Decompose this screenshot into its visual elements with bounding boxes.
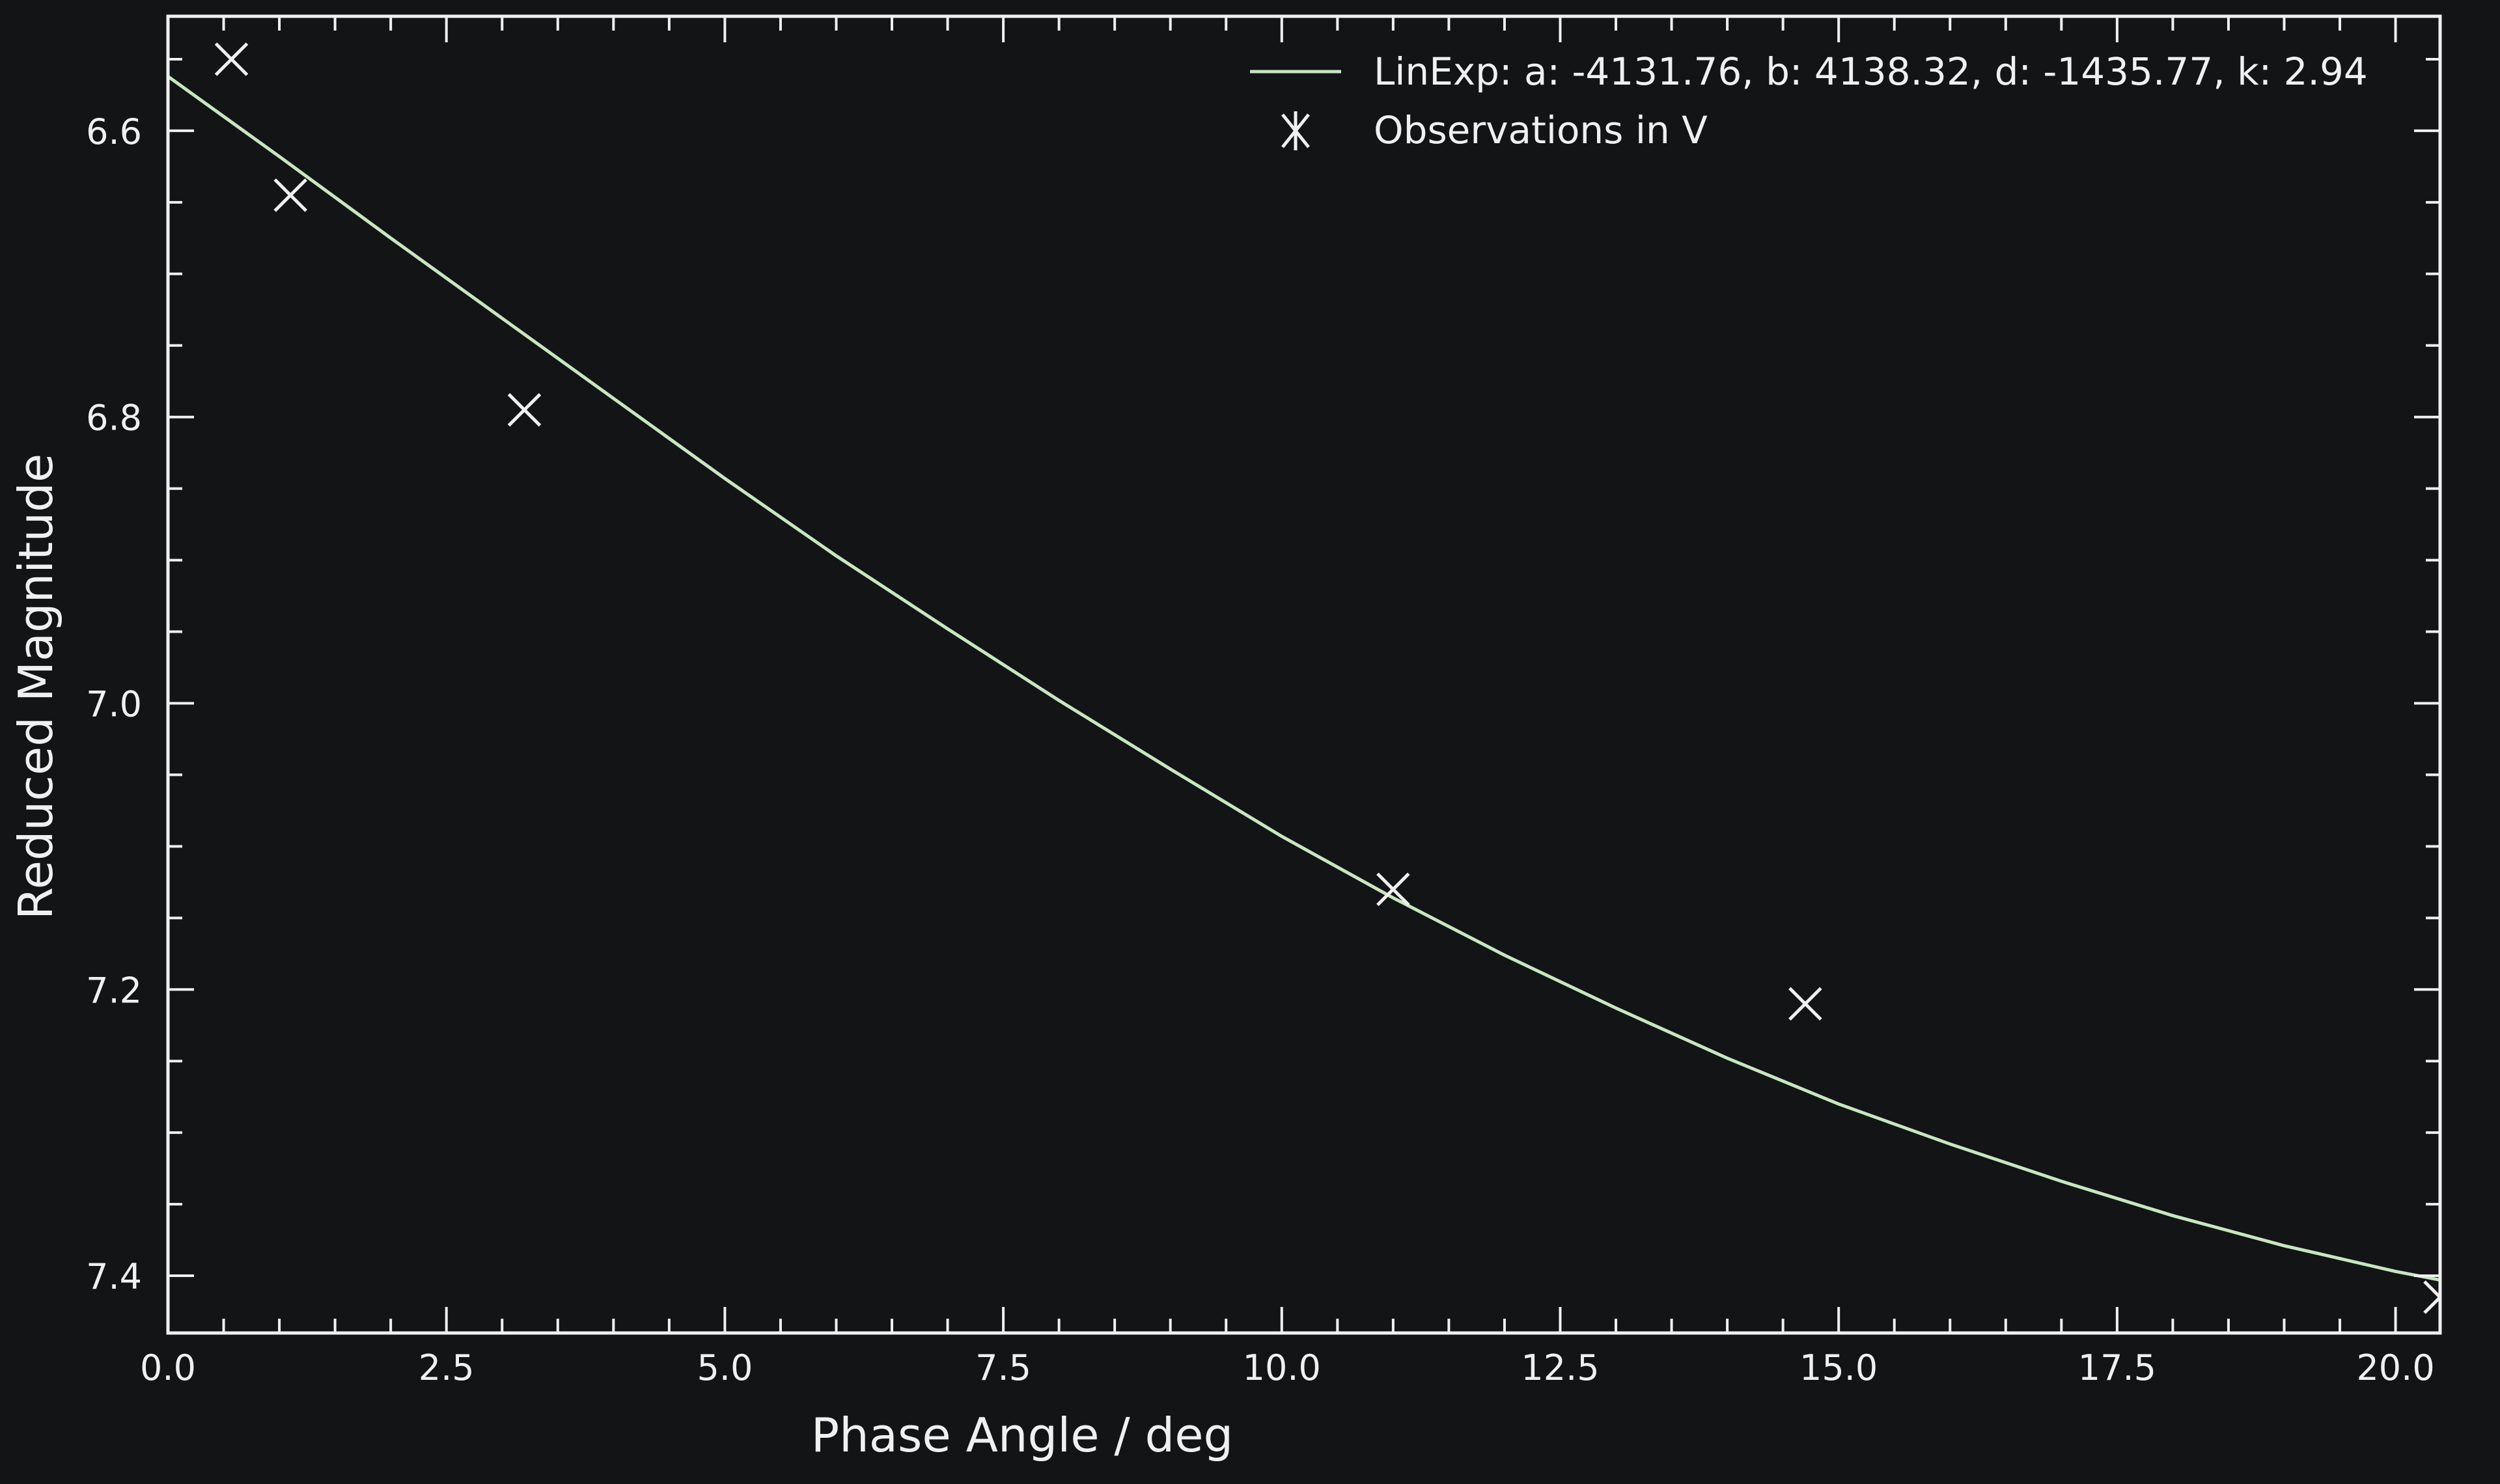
marker-stroke (1788, 987, 1822, 1021)
x-tick-label: 12.5 (1521, 1347, 1599, 1388)
x-tick-label: 20.0 (2356, 1347, 2434, 1388)
axes: 0.0 2.5 5.0 7.5 10.0 12.5 15.0 17.5 20.0 6.6 6.8 7.… (86, 14, 2442, 1388)
y-tick-label: 7.0 (86, 683, 142, 724)
x-tick-label: 7.5 (975, 1347, 1031, 1388)
plot-area (168, 42, 2440, 1314)
legend-entry-fit: LinExp: a: -4131.76, b: 4138.32, d: -143… (1374, 49, 2368, 94)
y-tick-label: 7.2 (86, 970, 142, 1011)
y-tick-label: 6.6 (86, 111, 142, 152)
observation-point (507, 392, 542, 427)
x-axis-label: Phase Angle / deg (811, 1408, 1234, 1463)
observation-point (1376, 872, 1410, 907)
y-tick-label: 6.8 (86, 398, 142, 439)
axes-frame (166, 14, 2442, 1335)
observation-point (214, 42, 249, 76)
x-tick-label: 15.0 (1799, 1347, 1878, 1388)
marker-stroke (273, 178, 307, 212)
marker-stroke (507, 392, 542, 427)
legend-marker-swatch (1281, 111, 1310, 150)
x-tick-label: 10.0 (1243, 1347, 1321, 1388)
observation-point (273, 178, 307, 212)
legend-entry-observations: Observations in V (1374, 108, 1708, 152)
y-tick-label: 7.4 (86, 1256, 142, 1297)
y-axis-label: Reduced Magnitude (8, 454, 63, 920)
observation-point (1788, 987, 1822, 1021)
marker-stroke (214, 42, 249, 76)
x-tick-label: 17.5 (2078, 1347, 2156, 1388)
marker-stroke (2423, 1280, 2440, 1300)
fit-line (168, 75, 2440, 1282)
marker-stroke (1376, 872, 1410, 907)
marker-stroke (2423, 1295, 2440, 1314)
legend: LinExp: a: -4131.76, b: 4138.32, d: -143… (1250, 49, 2368, 152)
x-tick-label: 5.0 (697, 1347, 753, 1388)
observation-point (2423, 1280, 2440, 1314)
x-tick-label: 2.5 (419, 1347, 475, 1388)
x-tick-label: 0.0 (140, 1347, 196, 1388)
